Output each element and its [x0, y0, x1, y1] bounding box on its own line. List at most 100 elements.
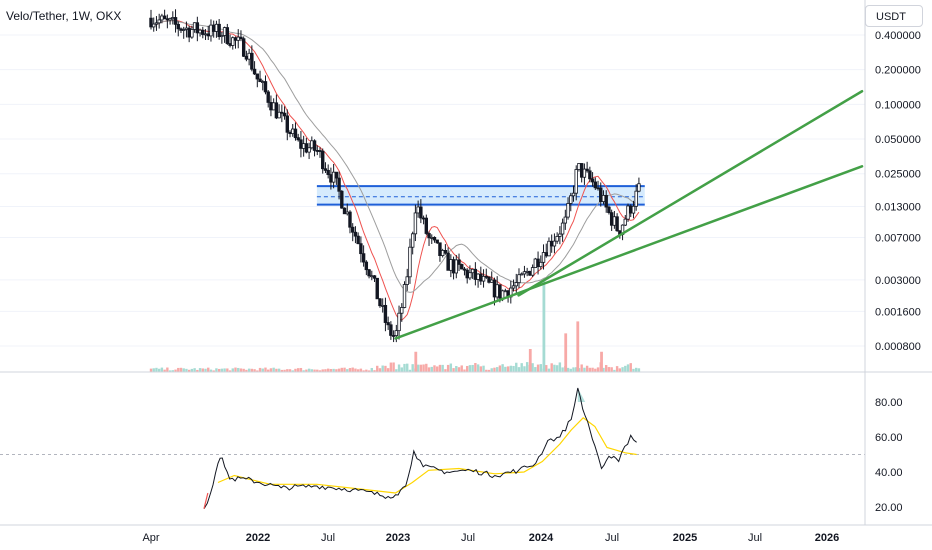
- candle-body: [331, 171, 336, 183]
- time-tick-label: Jul: [461, 532, 475, 544]
- candle-body: [277, 111, 281, 119]
- candle-body: [285, 115, 289, 133]
- volume-bar: [296, 368, 300, 372]
- candle-body: [149, 17, 153, 28]
- candle-body: [435, 239, 439, 244]
- candle-body: [361, 253, 366, 263]
- volume-bar: [602, 367, 605, 372]
- volume-bar: [465, 365, 469, 372]
- candle-body: [492, 279, 497, 298]
- volume-bar: [193, 368, 196, 372]
- candle-body: [209, 24, 213, 37]
- volume-bar: [247, 368, 251, 372]
- volume-bar: [343, 367, 346, 372]
- candle-body: [291, 128, 295, 135]
- candle-body: [321, 150, 325, 170]
- volume-bar: [408, 369, 412, 372]
- volume-bar: [591, 367, 594, 372]
- candle-body: [582, 168, 587, 178]
- volume-bar: [258, 367, 262, 372]
- volume-spike: [564, 333, 568, 372]
- candle-body: [479, 273, 483, 282]
- candle-body: [446, 252, 450, 271]
- volume-bar: [321, 369, 324, 372]
- volume-bar: [187, 369, 191, 372]
- volume-bar: [444, 369, 447, 372]
- volume-bar: [634, 367, 638, 372]
- volume-bar: [207, 367, 210, 372]
- candle-body: [353, 231, 358, 237]
- volume-bar: [457, 367, 461, 372]
- volume-bar: [515, 362, 518, 372]
- volume-bar: [362, 370, 365, 372]
- volume-bar: [534, 367, 537, 372]
- volume-bar: [446, 364, 450, 372]
- candle-body: [203, 33, 208, 36]
- candle-body: [514, 282, 518, 287]
- volume-bar: [422, 364, 425, 372]
- volume-bar: [272, 367, 275, 372]
- candle-body: [269, 102, 273, 111]
- candle-body: [599, 187, 603, 202]
- ma-fast-line: [150, 19, 640, 321]
- volume-bar: [305, 369, 308, 372]
- candle-body: [165, 18, 170, 21]
- volume-bar: [299, 367, 303, 372]
- candle-body: [623, 218, 627, 226]
- rsi-tick-label: 80.00: [875, 397, 903, 409]
- volume-bar: [346, 369, 349, 372]
- candle-body: [250, 52, 254, 70]
- volume-bars: [149, 280, 641, 372]
- volume-bar: [498, 365, 502, 372]
- volume-bar: [356, 369, 360, 372]
- volume-bar: [286, 369, 289, 372]
- candle-body: [315, 150, 319, 152]
- volume-bar: [501, 364, 504, 372]
- volume-bar: [558, 362, 562, 372]
- candle-body: [484, 275, 488, 278]
- volume-bar: [204, 368, 207, 372]
- volume-bar: [310, 369, 314, 372]
- volume-bar: [190, 368, 194, 372]
- candle-body: [536, 258, 540, 268]
- candle-body: [241, 38, 246, 57]
- volume-bar: [487, 369, 491, 372]
- candle-body: [481, 275, 486, 282]
- volume-bar: [217, 368, 221, 372]
- candle-body: [626, 205, 630, 220]
- candle-body: [228, 43, 232, 46]
- candle-body: [370, 275, 374, 278]
- volume-bar: [555, 365, 559, 372]
- candle-body: [301, 143, 306, 149]
- chart-title: Velo/Tether, 1W, OKX: [6, 9, 122, 23]
- volume-bar: [441, 364, 444, 372]
- volume-bar: [482, 365, 485, 372]
- candle-body: [375, 277, 379, 300]
- volume-bar: [605, 365, 608, 372]
- candle-body: [192, 22, 197, 30]
- volume-bar: [479, 366, 483, 372]
- moving-averages: [150, 19, 640, 321]
- volume-bar: [525, 362, 529, 372]
- candle-body: [528, 270, 532, 276]
- volume-bar: [430, 366, 433, 372]
- volume-bar: [613, 369, 616, 372]
- volume-bar: [177, 367, 180, 372]
- candle-body: [596, 187, 600, 190]
- volume-bar: [397, 364, 401, 372]
- candle-body: [329, 174, 333, 183]
- time-tick-label: Jul: [748, 532, 762, 544]
- volume-bar: [468, 365, 472, 372]
- volume-bar: [340, 367, 344, 372]
- candle-body: [201, 29, 205, 35]
- candle-body: [541, 252, 546, 263]
- candle-body: [566, 203, 570, 218]
- candle-body: [342, 207, 347, 215]
- candle-body: [304, 143, 309, 153]
- candle-body: [152, 23, 156, 28]
- candle-body: [451, 259, 456, 274]
- candle-body: [154, 22, 159, 25]
- rsi-tick-label: 60.00: [875, 432, 903, 444]
